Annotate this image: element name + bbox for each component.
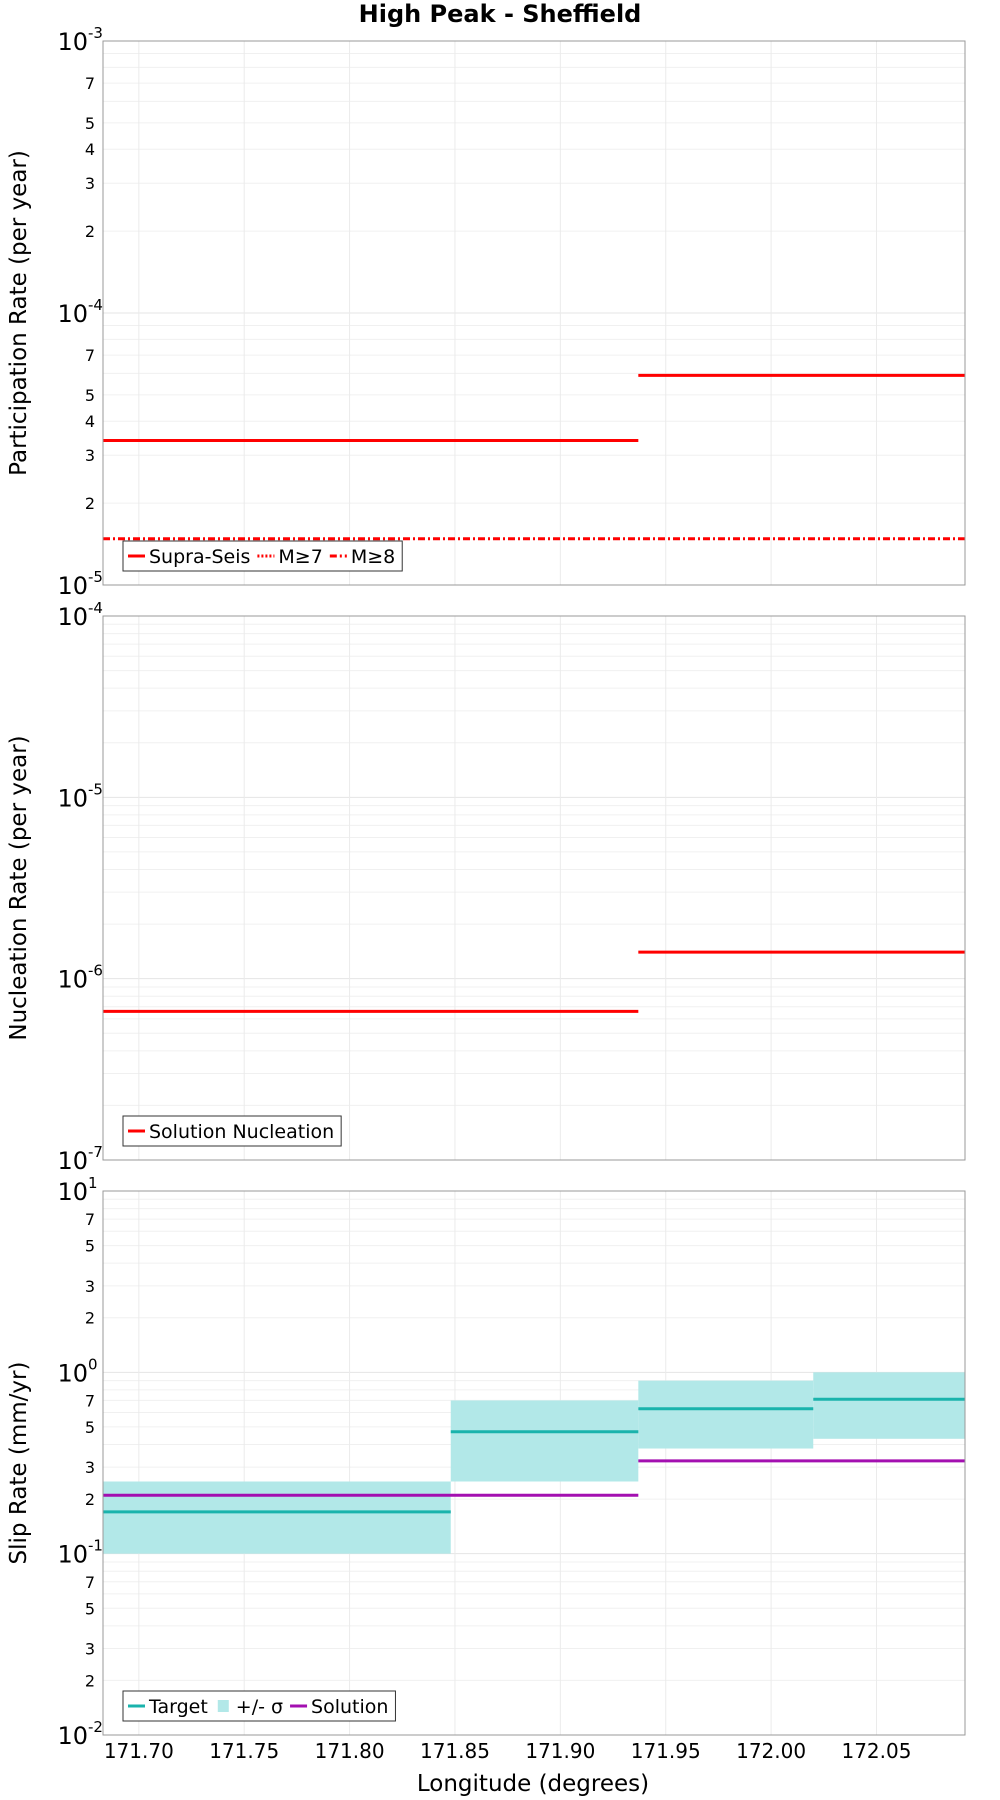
legend-box [122, 1115, 342, 1147]
y-minor-tick-label: 5 [85, 1599, 95, 1618]
legend: Supra-Seis M≥7 M≥8 [122, 540, 403, 572]
y-tick-label-exponent: -6 [88, 962, 103, 980]
y-axis-label: Nucleation Rate (per year) [6, 735, 32, 1040]
legend-item-solution: Solution [311, 1696, 388, 1718]
legend-item-target: Target [148, 1696, 208, 1718]
y-minor-tick-label: 2 [85, 494, 95, 513]
plot-frame [102, 40, 966, 586]
legend-item-supra-seis: Supra-Seis [149, 546, 250, 568]
y-minor-tick-label: 7 [85, 346, 95, 365]
y-minor-tick-label: 2 [85, 1671, 95, 1690]
y-tick-label-base: 10 [57, 572, 88, 600]
x-tick-label: 171.70 [104, 1739, 174, 1763]
legend-item--: +/- σ [236, 1696, 283, 1718]
y-minor-tick-label: 7 [85, 1391, 95, 1410]
x-tick-label: 171.90 [525, 1739, 595, 1763]
legend-item-m-8: M≥8 [351, 546, 395, 568]
plot-frame [102, 615, 966, 1161]
y-minor-tick-label: 4 [85, 412, 95, 431]
y-minor-tick-label: 7 [85, 1573, 95, 1592]
y-tick-label-base: 10 [57, 1359, 88, 1387]
y-tick-label-base: 10 [57, 603, 88, 631]
sigma-band [638, 1380, 814, 1449]
y-tick-label-base: 10 [57, 784, 88, 812]
y-tick-label-exponent: -1 [88, 1537, 103, 1555]
y-tick-label-exponent: -2 [88, 1718, 103, 1736]
y-minor-tick-label: 2 [85, 222, 95, 241]
y-minor-tick-label: 5 [85, 1418, 95, 1437]
y-tick-label-base: 10 [57, 1722, 88, 1750]
y-minor-tick-label: 2 [85, 1490, 95, 1509]
y-minor-tick-label: 3 [85, 174, 95, 193]
legend-swatch [217, 1700, 229, 1712]
plot-area [103, 616, 965, 1160]
y-minor-tick-label: 5 [85, 1237, 95, 1256]
y-minor-tick-label: 5 [85, 114, 95, 133]
y-tick-label-exponent: 1 [88, 1174, 98, 1192]
y-minor-tick-label: 7 [85, 74, 95, 93]
y-minor-tick-label: 3 [85, 1458, 95, 1477]
y-minor-tick-label: 2 [85, 1309, 95, 1328]
y-minor-tick-label: 4 [85, 140, 95, 159]
y-axis-label: Slip Rate (mm/yr) [6, 1362, 32, 1565]
y-minor-tick-label: 3 [85, 1639, 95, 1658]
y-minor-tick-label: 3 [85, 446, 95, 465]
y-tick-label-base: 10 [57, 1147, 88, 1175]
legend-item-m-7: M≥7 [278, 546, 322, 568]
y-tick-label-base: 10 [57, 1541, 88, 1569]
y-tick-label-exponent: -4 [88, 296, 103, 314]
x-axis-label: Longitude (degrees) [417, 1771, 649, 1797]
y-tick-label-base: 10 [57, 966, 88, 994]
x-tick-label: 172.05 [841, 1739, 911, 1763]
y-minor-tick-label: 7 [85, 1210, 95, 1229]
legend-box [122, 1690, 396, 1722]
sigma-band [813, 1372, 965, 1439]
y-tick-label-base: 10 [57, 300, 88, 328]
x-tick-label: 171.75 [209, 1739, 279, 1763]
y-tick-label-base: 10 [57, 28, 88, 56]
legend: Solution Nucleation [122, 1115, 342, 1147]
plot-frame [102, 1190, 966, 1736]
chart-title: High Peak - Sheffield [359, 0, 642, 28]
x-tick-label: 171.95 [631, 1739, 701, 1763]
y-minor-tick-label: 3 [85, 1277, 95, 1296]
y-tick-label-exponent: 0 [88, 1355, 98, 1373]
y-tick-label-exponent: -4 [88, 599, 103, 617]
y-tick-label-exponent: -7 [88, 1143, 103, 1161]
y-tick-label-base: 10 [57, 1178, 88, 1206]
y-tick-label-exponent: -5 [88, 568, 103, 586]
x-tick-label: 171.80 [315, 1739, 385, 1763]
legend: Target +/- σ Solution [122, 1690, 396, 1722]
y-tick-label-exponent: -3 [88, 24, 103, 42]
y-tick-label-exponent: -5 [88, 780, 103, 798]
legend-item-solution-nucleation: Solution Nucleation [149, 1121, 334, 1143]
y-minor-tick-label: 5 [85, 386, 95, 405]
x-tick-label: 172.00 [736, 1739, 806, 1763]
sigma-band [103, 1481, 451, 1554]
y-axis-label: Participation Rate (per year) [6, 150, 32, 476]
x-tick-label: 171.85 [420, 1739, 490, 1763]
sigma-band [450, 1400, 639, 1482]
